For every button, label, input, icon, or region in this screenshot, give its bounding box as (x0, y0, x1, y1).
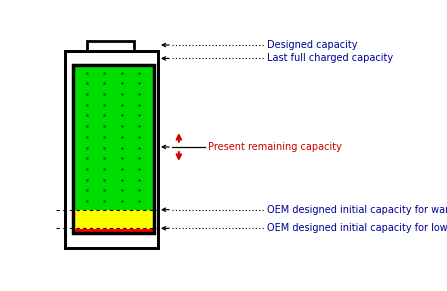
Text: OEM designed initial capacity for warning: OEM designed initial capacity for warnin… (267, 205, 447, 215)
Text: Designed capacity: Designed capacity (267, 40, 358, 50)
Bar (72, 65, 154, 233)
Bar (72, 228, 154, 233)
Bar (72, 65, 154, 210)
Text: Last full charged capacity: Last full charged capacity (267, 54, 393, 63)
Bar (64, 51, 158, 248)
Bar (87, 40, 134, 51)
Text: OEM designed initial capacity for low: OEM designed initial capacity for low (267, 223, 447, 233)
Bar (72, 210, 154, 229)
Text: Present remaining capacity: Present remaining capacity (208, 142, 342, 152)
Bar (64, 51, 158, 248)
